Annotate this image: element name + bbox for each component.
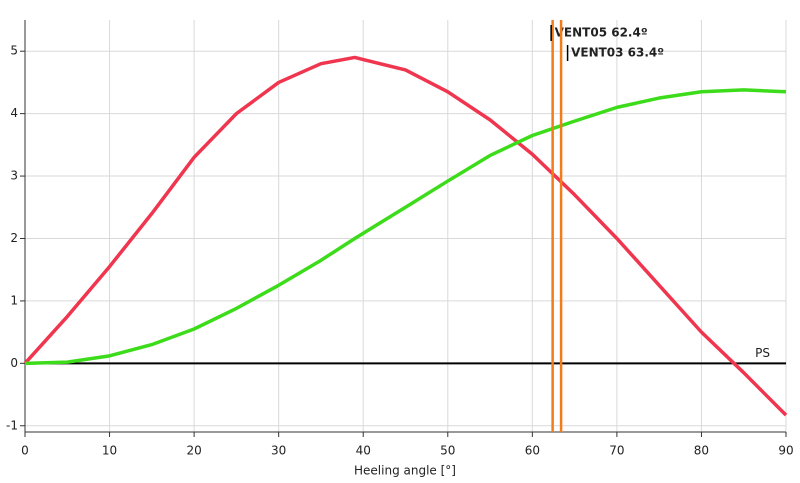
y-tick-label: 1 (10, 293, 18, 307)
x-tick-label: 70 (609, 444, 624, 458)
x-tick-label: 20 (186, 444, 201, 458)
x-tick-label: 30 (271, 444, 286, 458)
y-tick-label: 3 (10, 169, 18, 183)
y-tick-label: 5 (10, 44, 18, 58)
marker-label: VENT03 63.4º (571, 46, 664, 60)
x-tick-label: 50 (440, 444, 455, 458)
x-tick-label: 60 (525, 444, 540, 458)
data-line (23, 55, 788, 417)
x-tick-label: 90 (778, 444, 793, 458)
y-tick-label: -1 (6, 418, 18, 432)
data-line (24, 88, 787, 366)
y-tick-label: 0 (10, 356, 18, 370)
reference-label: PS (755, 346, 770, 360)
x-tick-label: 0 (21, 444, 29, 458)
x-tick-label: 40 (356, 444, 371, 458)
x-tick-label: 10 (102, 444, 117, 458)
y-tick-label: 2 (10, 231, 18, 245)
x-tick-label: 80 (694, 444, 709, 458)
x-axis-label: Heeling angle [°] (354, 464, 456, 478)
marker-label: VENT05 62.4º (555, 26, 648, 40)
y-tick-label: 4 (10, 106, 18, 120)
